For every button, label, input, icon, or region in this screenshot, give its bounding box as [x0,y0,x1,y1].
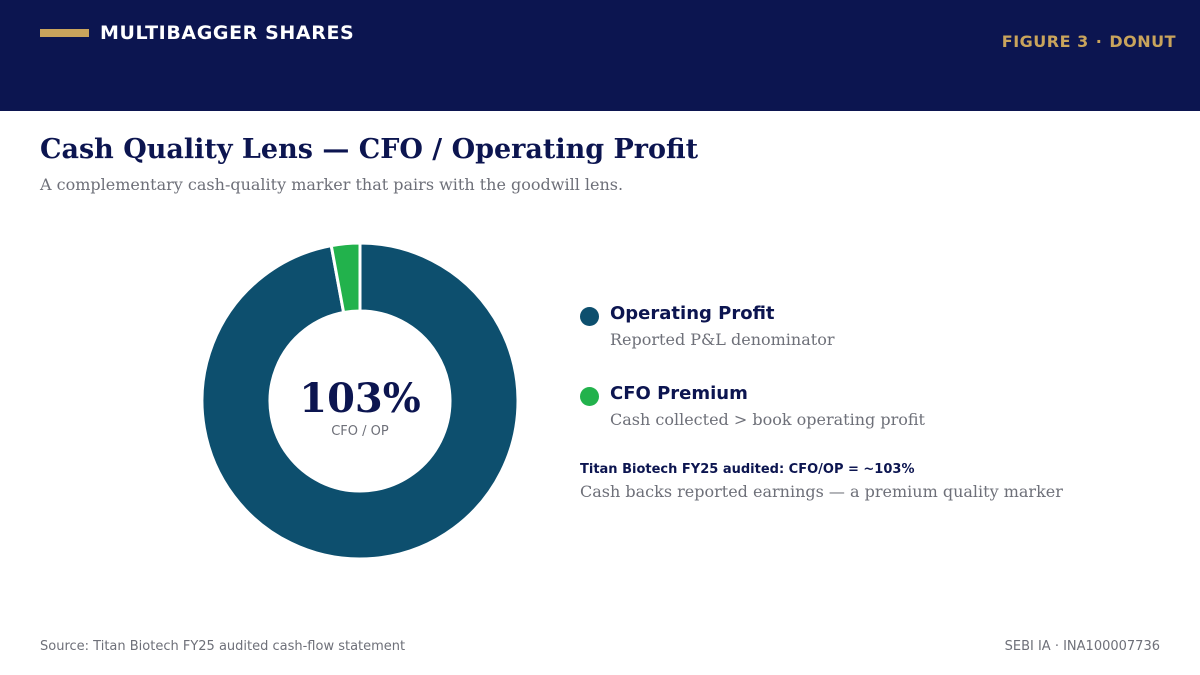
note-description: Cash backs reported earnings — a premium… [580,482,1063,501]
page-subtitle: A complementary cash-quality marker that… [40,175,624,194]
source-note: Source: Titan Biotech FY25 audited cash-… [40,639,406,654]
legend-title-operating-profit: Operating Profit [610,303,775,324]
figure-label: FIGURE 3 [1001,32,1089,51]
legend-desc-cfo-premium: Cash collected > book operating profit [610,410,925,429]
brand-accent-bar [40,29,89,37]
header-banner: MULTIBAGGER SHARES FIGURE 3 · DONUT [0,0,1200,111]
donut-slice-cfo-premium [329,241,362,315]
note-title: Titan Biotech FY25 audited: CFO/OP = ~10… [580,462,915,477]
legend-dot-operating-profit [580,307,599,326]
brand-name: MULTIBAGGER SHARES [100,22,355,44]
figure-tag: FIGURE 3 · DONUT [1002,32,1176,51]
legend-title-cfo-premium: CFO Premium [610,383,748,404]
donut-center-label: CFO / OP [331,424,389,439]
legend-dot-cfo-premium [580,387,599,406]
figure-separator: · [1095,32,1103,51]
donut-chart [200,241,520,561]
donut-slice-operating-profit [200,241,520,561]
legend-desc-operating-profit: Reported P&L denominator [610,330,835,349]
page-title: Cash Quality Lens — CFO / Operating Prof… [40,134,699,165]
registration-number: SEBI IA · INA100007736 [1004,639,1160,654]
donut-center-value: 103% [299,375,421,422]
figure-type: DONUT [1109,32,1176,51]
